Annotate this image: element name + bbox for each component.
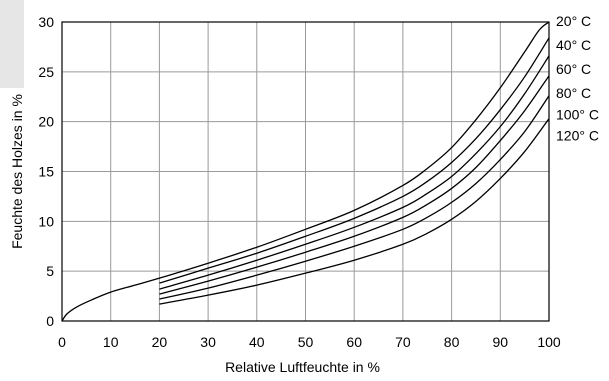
x-tick-label: 70 [395,334,411,350]
side-tab [0,0,24,88]
y-tick-labels: 0 5 10 15 20 25 30 [38,14,54,329]
y-tick-label: 20 [38,114,54,130]
y-axis-title: Feuchte des Holzes in % [9,94,25,249]
series-line-5 [159,95,550,300]
x-tick-label: 100 [537,334,561,350]
series-label: 120° C [556,128,599,144]
x-tick-label: 60 [346,334,362,350]
grid [62,22,549,321]
y-tick-label: 5 [46,263,54,279]
y-tick-label: 15 [38,164,54,180]
series-labels: 20° C 40° C 60° C 80° C 100° C 120° C [556,13,599,144]
y-tick-label: 25 [38,64,54,80]
x-tick-label: 90 [493,334,509,350]
series-line-6 [159,118,550,305]
series-label: 80° C [556,85,591,101]
series-line-1 [61,21,550,322]
x-tick-label: 30 [200,334,216,350]
x-tick-label: 40 [249,334,265,350]
x-tick-label: 0 [58,334,66,350]
series-label: 20° C [556,13,591,29]
series-line-4 [159,75,550,295]
series-label: 40° C [556,37,591,53]
y-tick-label: 0 [46,313,54,329]
x-tick-label: 50 [298,334,314,350]
x-tick-label: 10 [103,334,119,350]
x-tick-label: 20 [152,334,168,350]
curves [61,21,550,322]
x-tick-labels: 0 10 20 30 40 50 60 70 80 90 100 [58,334,561,350]
x-tick-label: 80 [444,334,460,350]
series-line-2 [159,37,550,284]
plot-frame [61,21,550,322]
y-tick-label: 30 [38,14,54,30]
series-label: 60° C [556,61,591,77]
series-line-3 [159,55,550,290]
y-tick-label: 10 [38,213,54,229]
x-axis-title: Relative Luftfeuchte in % [225,359,380,375]
series-label: 100° C [556,107,599,123]
